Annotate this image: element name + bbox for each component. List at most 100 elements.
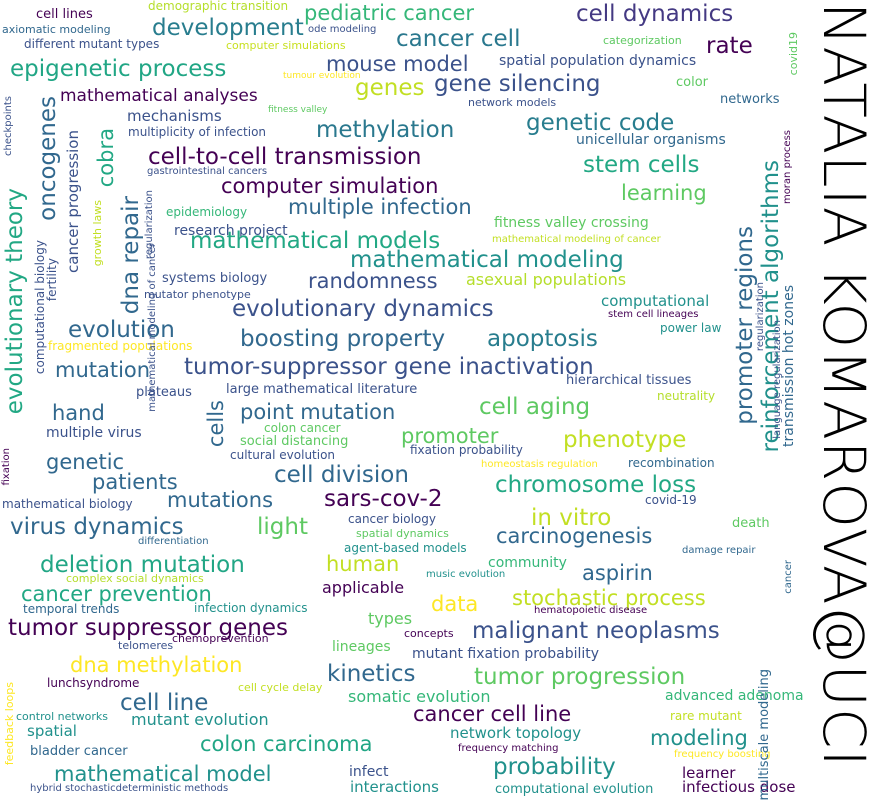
word: computational evolution xyxy=(495,782,654,797)
word: mathematical analyses xyxy=(60,86,258,106)
word-vertical: checkpoints xyxy=(3,96,14,156)
word: concepts xyxy=(404,627,454,640)
word: tumor progression xyxy=(474,664,686,690)
word: spatial xyxy=(27,722,77,740)
word-vertical: regularization xyxy=(755,282,766,352)
word: mathematical model xyxy=(54,762,272,786)
word: methylation xyxy=(316,117,455,143)
word: homeostasis regulation xyxy=(481,459,598,470)
word: networks xyxy=(720,92,780,107)
word-vertical: covid19 xyxy=(787,32,800,76)
word: unicellular organisms xyxy=(576,132,726,148)
word: malignant neoplasms xyxy=(472,618,720,644)
word: epidemiology xyxy=(166,205,248,219)
word: plateaus xyxy=(136,385,192,400)
word: recombination xyxy=(628,456,715,470)
word: large mathematical literature xyxy=(226,382,418,397)
word: interactions xyxy=(350,778,439,796)
word: mutant evolution xyxy=(131,710,269,729)
word: stochastic process xyxy=(512,586,706,610)
word: randomness xyxy=(308,269,438,293)
word: neutrality xyxy=(657,389,716,403)
word: fragmented populations xyxy=(48,339,193,353)
word: music evolution xyxy=(426,569,506,580)
word: network models xyxy=(468,96,557,109)
word-vertical: moran process xyxy=(782,130,793,205)
word: complex social dynamics xyxy=(66,572,204,585)
word: power law xyxy=(660,321,722,335)
word: cultural evolution xyxy=(230,448,336,462)
word: fitness valley xyxy=(268,105,328,115)
word-vertical: cobra xyxy=(94,128,118,188)
word: hierarchical tissues xyxy=(566,373,692,388)
word: social distancing xyxy=(240,434,349,449)
word: point mutation xyxy=(240,400,396,424)
word: rare mutant xyxy=(670,709,742,723)
word: hybrid stochasticdeterministic methods xyxy=(30,783,229,794)
word: hematopoietic disease xyxy=(534,605,648,616)
word: multiple virus xyxy=(46,425,142,441)
word: axiomatic modeling xyxy=(2,23,111,36)
word: chemoprevention xyxy=(172,632,269,645)
word: light xyxy=(257,514,308,540)
word-vertical: transmission hot zones xyxy=(781,285,797,447)
word: infectious dose xyxy=(682,778,796,796)
word-vertical: cells xyxy=(204,400,228,448)
word: stem cells xyxy=(583,152,700,178)
word: mechanisms xyxy=(127,107,222,125)
word: mathematical models xyxy=(190,228,441,254)
word: tumour evolution xyxy=(283,71,361,81)
word: kinetics xyxy=(327,661,416,687)
word: frequency matching xyxy=(458,743,559,754)
word: damage repair xyxy=(682,545,756,556)
word: chromosome loss xyxy=(495,472,697,498)
word-vertical: mathematical modeling of cancer xyxy=(147,243,158,412)
word: spatial population dynamics xyxy=(499,53,697,69)
word: human xyxy=(326,552,400,576)
word: cancer cell xyxy=(396,26,521,52)
word: cell lines xyxy=(36,7,93,22)
word: cell division xyxy=(274,462,409,488)
word-vertical: growth laws xyxy=(91,200,104,267)
word-vertical: fixation xyxy=(1,448,12,486)
word: frequency boosting xyxy=(674,749,771,760)
word: research project xyxy=(174,223,288,239)
word: lineages xyxy=(332,639,391,655)
word: colon cancer xyxy=(264,421,341,435)
word: bladder cancer xyxy=(30,744,128,759)
word: genetic code xyxy=(526,110,675,136)
word: mathematical modeling xyxy=(350,247,624,273)
word-vertical: promoter regions xyxy=(732,226,758,425)
word: modeling xyxy=(650,726,748,750)
word: evolutionary dynamics xyxy=(232,296,494,322)
word: asexual populations xyxy=(466,270,627,289)
word-vertical: cancer progression xyxy=(64,130,82,273)
word: death xyxy=(732,516,770,531)
word-vertical: fertility xyxy=(45,258,59,302)
word: apoptosis xyxy=(487,326,598,352)
word: gastrointestinal cancers xyxy=(147,166,268,177)
word: probability xyxy=(493,754,616,780)
word: cell line xyxy=(120,690,209,716)
word: advanced adenoma xyxy=(665,688,804,704)
word: rate xyxy=(706,33,753,59)
word: cancer prevention xyxy=(21,582,212,606)
word-vertical: evolutionary theory xyxy=(2,188,28,415)
word: types xyxy=(368,609,413,628)
word: mutator phenotype xyxy=(144,288,251,301)
word: computer simulations xyxy=(226,39,346,52)
word: learning xyxy=(621,181,707,205)
word: telomeres xyxy=(118,639,174,652)
word: agent-based models xyxy=(344,541,467,555)
word: multiple infection xyxy=(288,195,472,219)
word: dna methylation xyxy=(70,653,243,677)
word: data xyxy=(431,592,479,616)
word: computational xyxy=(601,292,710,310)
word: promoter xyxy=(401,424,499,448)
word: boosting property xyxy=(240,326,446,352)
word: differentiation xyxy=(138,536,209,547)
word: epigenetic process xyxy=(10,56,227,82)
word: fitness valley crossing xyxy=(494,215,649,231)
word: cell cycle delay xyxy=(238,681,323,694)
word: development xyxy=(152,15,304,41)
